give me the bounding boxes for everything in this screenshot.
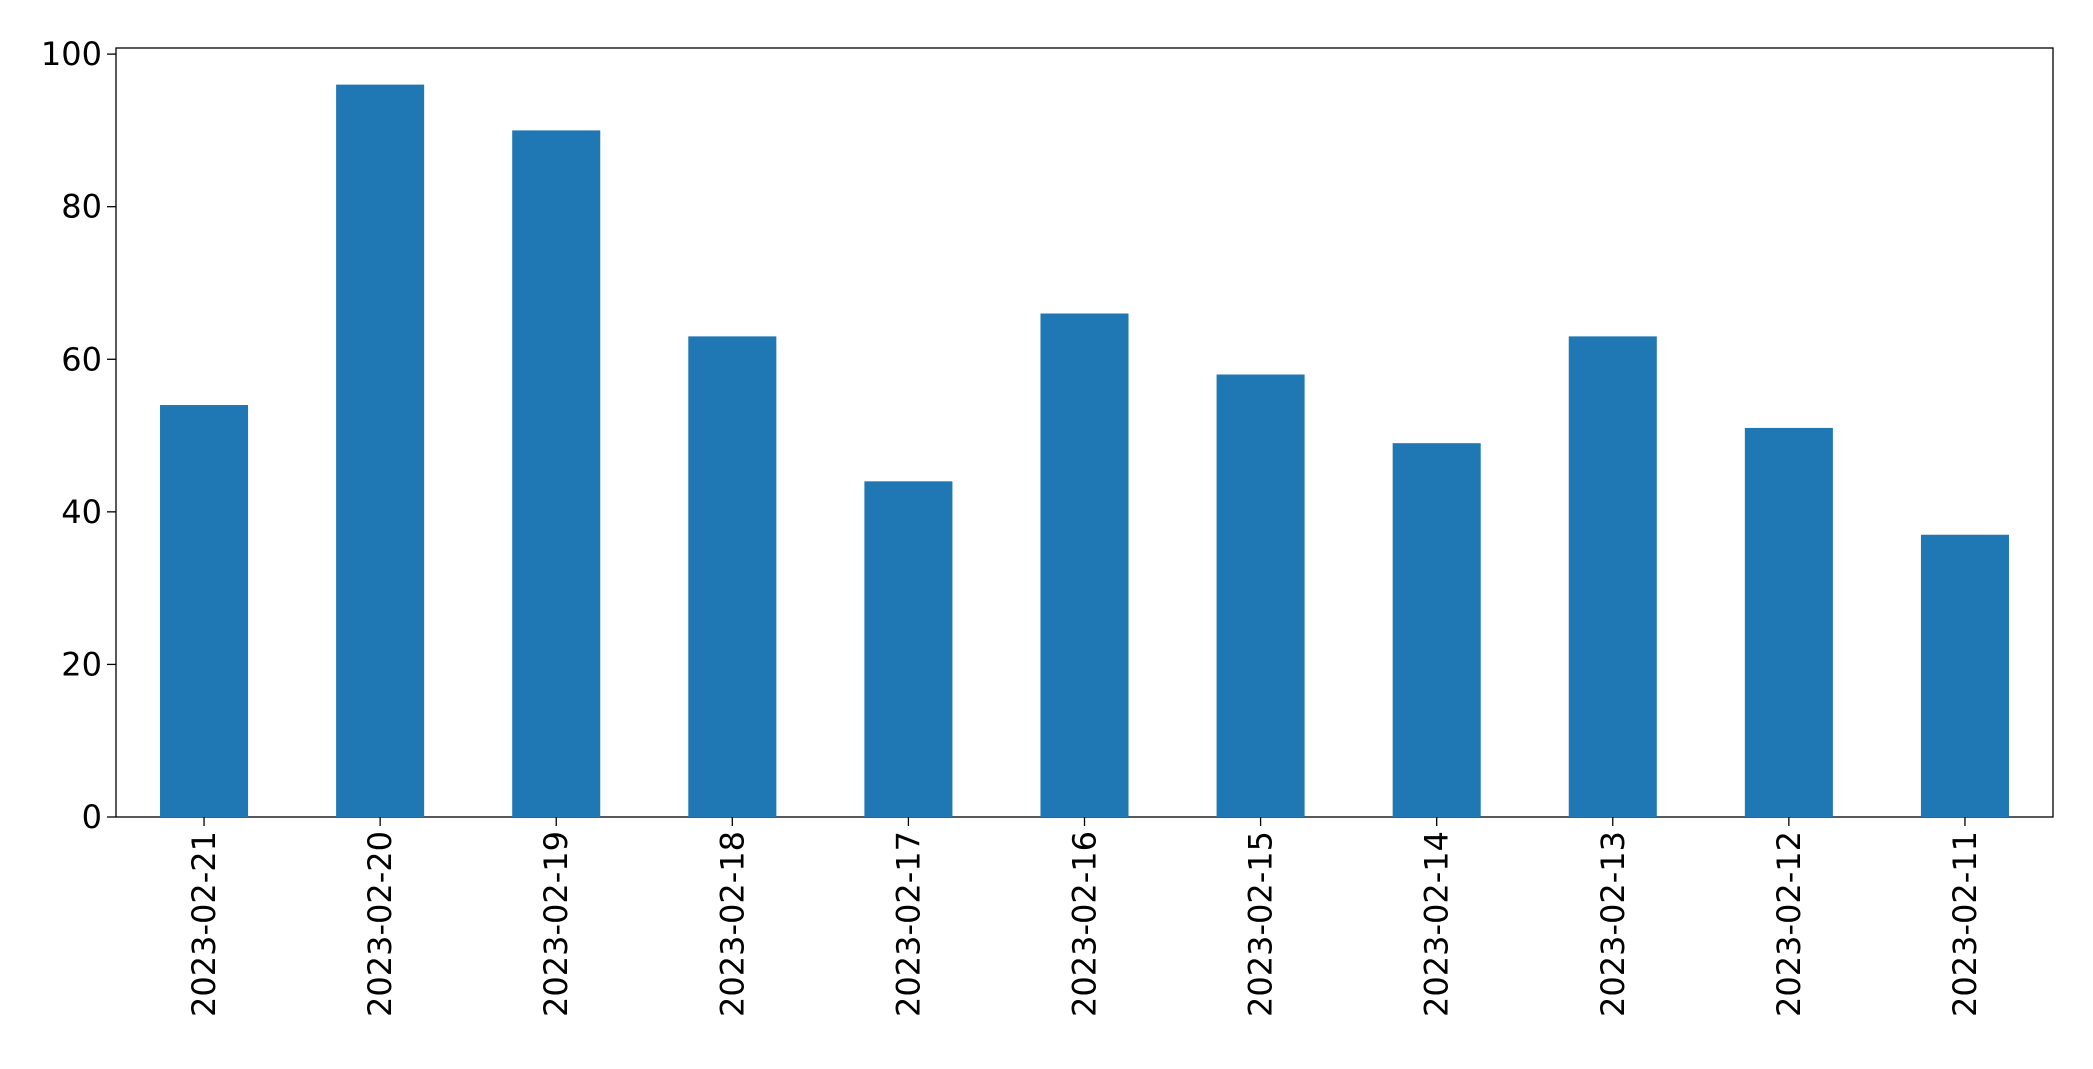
bar bbox=[1568, 336, 1657, 817]
x-tick-label: 2023-02-20 bbox=[361, 831, 399, 1017]
bar bbox=[1392, 443, 1481, 817]
x-tick-label: 2023-02-11 bbox=[1946, 831, 1984, 1017]
bar bbox=[160, 405, 249, 817]
bar bbox=[1216, 374, 1305, 817]
y-tick-label: 60 bbox=[61, 340, 102, 378]
bar bbox=[1920, 534, 2009, 817]
bar bbox=[1744, 427, 1833, 817]
y-tick-label: 0 bbox=[82, 798, 102, 836]
x-tick-label: 2023-02-13 bbox=[1594, 831, 1632, 1017]
x-tick-label: 2023-02-15 bbox=[1242, 831, 1280, 1017]
x-tick-label: 2023-02-12 bbox=[1770, 831, 1808, 1017]
x-tick-label: 2023-02-18 bbox=[713, 831, 751, 1017]
y-tick-label: 100 bbox=[41, 35, 102, 73]
x-tick-label: 2023-02-21 bbox=[185, 831, 223, 1017]
x-tick-label: 2023-02-14 bbox=[1418, 831, 1456, 1017]
bar bbox=[688, 336, 777, 817]
y-tick-label: 40 bbox=[61, 493, 102, 531]
x-tick-label: 2023-02-17 bbox=[889, 831, 927, 1017]
y-tick-label: 20 bbox=[61, 645, 102, 683]
bar bbox=[512, 130, 601, 818]
x-tick-label: 2023-02-19 bbox=[537, 831, 575, 1017]
bar bbox=[864, 481, 953, 817]
x-tick-label: 2023-02-16 bbox=[1066, 831, 1104, 1017]
bar bbox=[336, 84, 425, 818]
bar bbox=[1040, 313, 1129, 817]
y-tick-label: 80 bbox=[61, 188, 102, 226]
